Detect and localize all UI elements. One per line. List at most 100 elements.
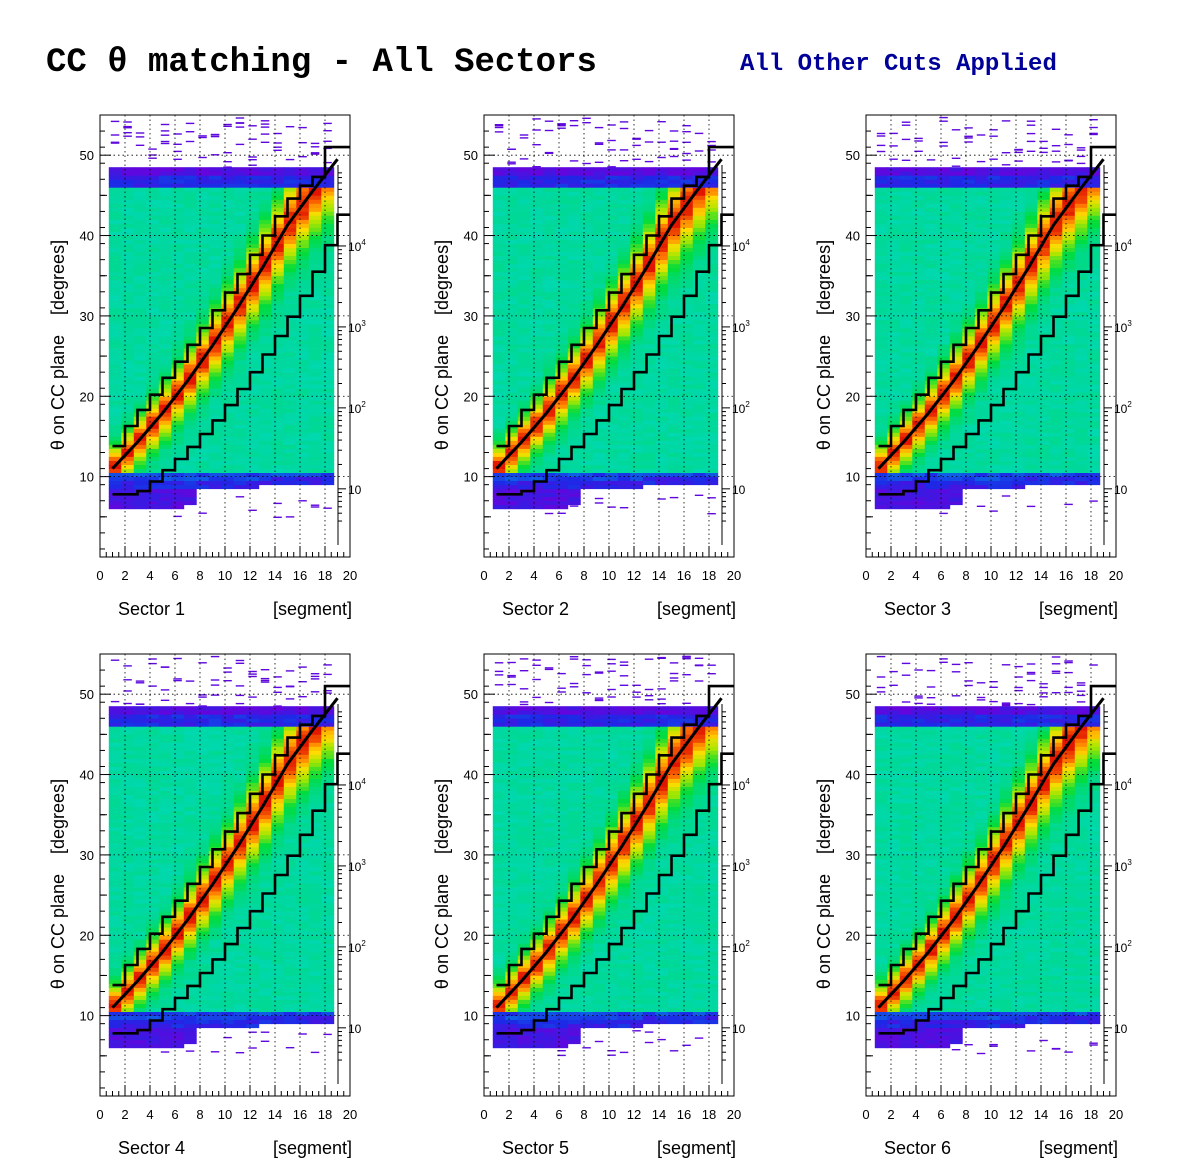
heatmap-cell	[974, 452, 988, 457]
heatmap-cell	[912, 472, 926, 477]
heatmap-cell	[692, 368, 706, 373]
heatmap-cell	[148, 154, 157, 156]
heatmap-cell	[630, 372, 644, 377]
heatmap-cell	[1062, 243, 1076, 248]
heatmap-cell	[642, 223, 656, 228]
heatmap-cell	[158, 488, 172, 494]
heatmap-cell	[1074, 251, 1088, 256]
y-tick-label: 50	[464, 148, 478, 163]
heatmap-cell	[912, 484, 926, 490]
heatmap-cell	[530, 460, 544, 465]
heatmap-cell	[924, 195, 938, 200]
heatmap-cell	[899, 388, 913, 393]
heatmap-cell	[974, 279, 988, 285]
heatmap-cell	[987, 283, 1001, 289]
heatmap-cell	[999, 356, 1013, 361]
heatmap-cell	[283, 171, 297, 176]
heatmap-cell	[580, 448, 594, 453]
heatmap-cell	[158, 215, 172, 220]
heatmap-cell	[667, 239, 681, 244]
heatmap-cell	[258, 231, 272, 236]
heatmap-cell	[680, 271, 694, 277]
heatmap-cell	[517, 191, 531, 196]
heatmap-cell	[146, 440, 160, 445]
heatmap-cell	[108, 187, 122, 192]
heatmap-cell	[987, 227, 1001, 232]
heatmap-cell	[171, 323, 185, 329]
heatmap-cell	[949, 448, 963, 453]
heatmap-cell	[530, 199, 544, 204]
heatmap-cell	[999, 416, 1013, 421]
heatmap-cell	[642, 420, 656, 425]
heatmap-cell	[592, 207, 606, 212]
heatmap-cell	[949, 311, 963, 317]
heatmap-cell	[517, 392, 531, 397]
heatmap-cell	[308, 436, 322, 441]
heatmap-cell	[146, 480, 160, 486]
heatmap-cell	[258, 440, 272, 445]
heatmap-cell	[962, 299, 976, 305]
heatmap-cell	[924, 392, 938, 397]
heatmap-cell	[233, 295, 247, 301]
heatmap-cell	[657, 498, 666, 500]
heatmap-cell	[196, 416, 210, 421]
heatmap-cell	[605, 299, 619, 305]
heatmap-cell	[308, 171, 322, 176]
heatmap-cell	[999, 223, 1013, 228]
heatmap-cell	[221, 424, 235, 429]
heatmap-cell	[1087, 412, 1101, 417]
heatmap-cell	[580, 263, 594, 269]
heatmap-cell	[874, 416, 888, 421]
heatmap-cell	[321, 344, 335, 349]
heatmap-cell	[999, 283, 1013, 289]
heatmap-cell	[492, 400, 506, 405]
heatmap-cell	[642, 255, 656, 260]
heatmap-cell	[283, 372, 297, 377]
heatmap-cell	[974, 275, 988, 281]
heatmap-cell	[899, 291, 913, 297]
heatmap-cell	[989, 135, 998, 137]
heatmap-cell	[999, 440, 1013, 445]
heatmap-cell	[642, 336, 656, 341]
heatmap-cell	[171, 368, 185, 373]
heatmap-cell	[555, 352, 569, 357]
heatmap-cell	[605, 239, 619, 244]
heatmap-cell	[492, 235, 506, 240]
heatmap-cell	[617, 452, 631, 457]
heatmap-cell	[987, 287, 1001, 293]
heatmap-cell	[924, 460, 938, 465]
heatmap-cell	[221, 480, 235, 486]
heatmap-cell	[655, 392, 669, 397]
heatmap-cell	[308, 384, 322, 389]
heatmap-cell	[949, 247, 963, 252]
heatmap-cell	[617, 352, 631, 357]
heatmap-cell	[146, 360, 160, 365]
heatmap-cell	[999, 376, 1013, 381]
heatmap-cell	[887, 263, 901, 269]
heatmap-cell	[1012, 340, 1026, 345]
heatmap-cell	[492, 283, 506, 289]
heatmap-cell	[1024, 384, 1038, 389]
heatmap-cell	[530, 500, 544, 506]
heatmap-cell	[1051, 145, 1061, 147]
heatmap-cell	[121, 328, 135, 333]
heatmap-cell	[680, 323, 694, 329]
heatmap-cell	[592, 404, 606, 409]
heatmap-cell	[171, 500, 185, 506]
heatmap-cell	[705, 239, 719, 244]
heatmap-cell	[1087, 448, 1101, 453]
heatmap-cell	[246, 287, 260, 293]
heatmap-cell	[1062, 175, 1076, 180]
heatmap-cell	[912, 199, 926, 204]
heatmap-cell	[258, 195, 272, 200]
heatmap-cell	[692, 428, 706, 433]
heatmap-cell	[1087, 452, 1101, 457]
heatmap-cell	[642, 299, 656, 305]
heatmap-cell	[667, 175, 681, 180]
heatmap-cell	[171, 404, 185, 409]
heatmap-cell	[1062, 380, 1076, 385]
heatmap-cell	[642, 271, 656, 277]
heatmap-cell	[580, 392, 594, 397]
heatmap-cell	[630, 231, 644, 236]
heatmap-cell	[542, 444, 556, 449]
